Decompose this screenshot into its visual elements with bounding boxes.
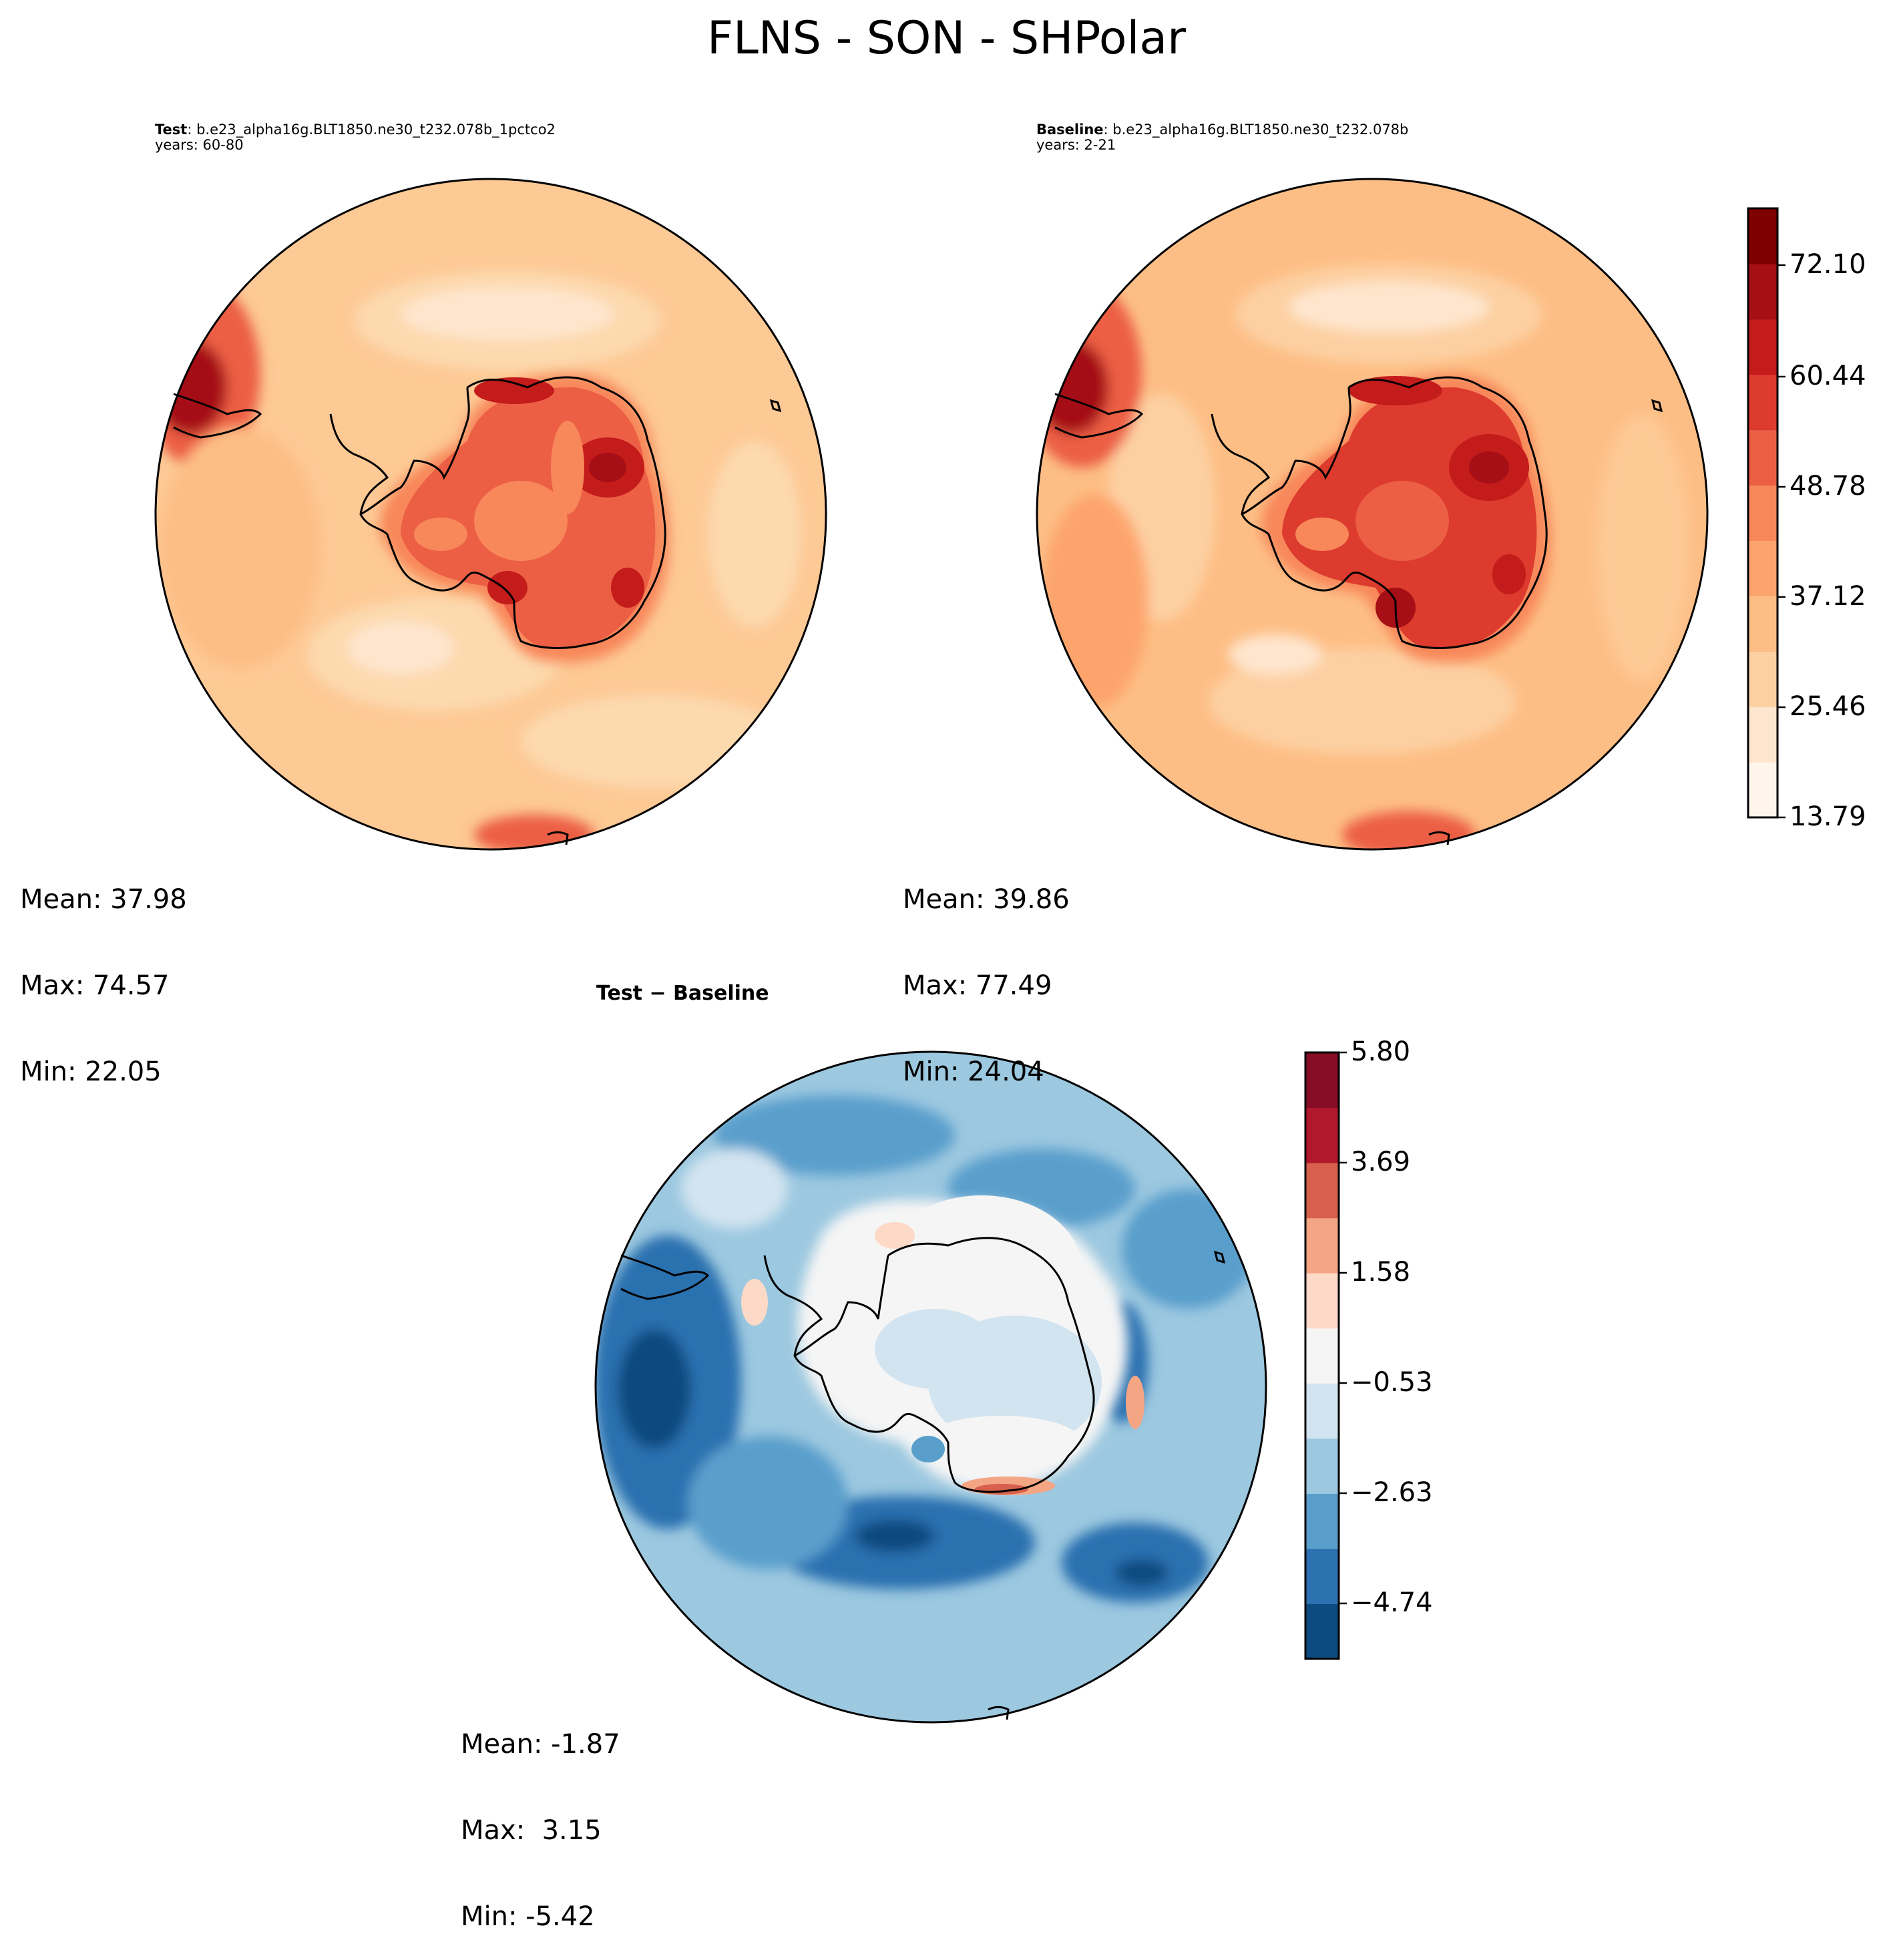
reds-colorbar-segment bbox=[1748, 651, 1777, 707]
diff-map bbox=[594, 1050, 1267, 1724]
baseline-min: Min: 24.04 bbox=[903, 1056, 1044, 1087]
test-coastline bbox=[173, 376, 782, 845]
test-min: Min: 22.05 bbox=[20, 1056, 162, 1087]
baseline-mean: Mean: 39.86 bbox=[903, 884, 1070, 915]
diff-stats: Mean: -1.87 Max: 3.15 Min: -5.42 bbox=[461, 1673, 620, 1960]
reds-colorbar-tick-label: 48.78 bbox=[1790, 471, 1866, 502]
rdbu-colorbar-tick-label: 1.58 bbox=[1351, 1257, 1411, 1288]
rdbu-colorbar-segment bbox=[1305, 1107, 1339, 1163]
maps-canvas bbox=[154, 178, 1785, 1724]
test-case-name: : b.e23_alpha16g.BLT1850.ne30_t232.078b_… bbox=[187, 122, 556, 138]
rdbu-colorbar-tick-label: 5.80 bbox=[1351, 1036, 1411, 1067]
baseline-antarctica-field bbox=[1261, 374, 1551, 662]
reds-colorbar-segment bbox=[1748, 374, 1777, 431]
test-map bbox=[154, 178, 827, 851]
rdbu-colorbar-tick-label: −2.63 bbox=[1351, 1477, 1433, 1508]
test-label: Test bbox=[155, 122, 188, 138]
diff-antarctica-field bbox=[741, 1195, 1144, 1495]
diff-max: Max: 3.15 bbox=[461, 1815, 602, 1846]
reds-colorbar-segment bbox=[1748, 596, 1777, 652]
baseline-case-name: : b.e23_alpha16g.BLT1850.ne30_t232.078b bbox=[1103, 122, 1409, 138]
reds-colorbar-outline bbox=[1747, 207, 1779, 819]
rdbu-colorbar bbox=[1304, 1051, 1347, 1660]
test-mean: Mean: 37.98 bbox=[20, 884, 187, 915]
rdbu-colorbar-outline bbox=[1304, 1051, 1340, 1660]
baseline-map-border bbox=[1036, 178, 1709, 851]
reds-colorbar-segment bbox=[1748, 429, 1777, 486]
diff-panel-title: Test − Baseline bbox=[596, 982, 769, 1005]
reds-colorbar-segment bbox=[1748, 707, 1777, 763]
reds-colorbar-segment bbox=[1748, 485, 1777, 542]
rdbu-colorbar-segment bbox=[1305, 1328, 1339, 1384]
diff-coastline bbox=[620, 1237, 1226, 1720]
baseline-years: years: 2-21 bbox=[1036, 137, 1116, 153]
rdbu-colorbar-tick-label: −0.53 bbox=[1351, 1367, 1433, 1398]
reds-colorbar-tick-label: 72.10 bbox=[1790, 249, 1866, 280]
diff-map-border bbox=[594, 1050, 1267, 1724]
rdbu-colorbar-segment bbox=[1305, 1052, 1339, 1109]
diff-mean: Mean: -1.87 bbox=[461, 1729, 620, 1760]
test-years: years: 60-80 bbox=[155, 137, 244, 153]
reds-colorbar-segment bbox=[1748, 208, 1777, 264]
reds-colorbar-segment bbox=[1748, 540, 1777, 596]
reds-colorbar bbox=[1747, 207, 1785, 819]
rdbu-colorbar-segment bbox=[1305, 1548, 1339, 1605]
reds-colorbar-tick-label: 13.79 bbox=[1790, 801, 1866, 832]
rdbu-colorbar-segment bbox=[1305, 1493, 1339, 1549]
baseline-map bbox=[1036, 178, 1709, 851]
rdbu-colorbar-segment bbox=[1305, 1217, 1339, 1273]
test-panel-title: Test: b.e23_alpha16g.BLT1850.ne30_t232.0… bbox=[155, 122, 556, 153]
reds-colorbar-tick-label: 37.12 bbox=[1790, 581, 1866, 612]
reds-colorbar-segment bbox=[1748, 319, 1777, 375]
rdbu-colorbar-segment bbox=[1305, 1603, 1339, 1659]
test-map-border bbox=[154, 178, 827, 851]
reds-colorbar-segment bbox=[1748, 263, 1777, 320]
rdbu-colorbar-segment bbox=[1305, 1383, 1339, 1439]
baseline-stats: Mean: 39.86 Max: 77.49 Min: 24.04 bbox=[903, 828, 1070, 1115]
diff-min: Min: -5.42 bbox=[461, 1901, 595, 1932]
rdbu-colorbar-segment bbox=[1305, 1438, 1339, 1494]
test-stats: Mean: 37.98 Max: 74.57 Min: 22.05 bbox=[20, 828, 187, 1115]
figure-title: FLNS - SON - SHPolar bbox=[706, 12, 1187, 65]
baseline-panel-title: Baseline: b.e23_alpha16g.BLT1850.ne30_t2… bbox=[1036, 122, 1408, 153]
rdbu-colorbar-segment bbox=[1305, 1163, 1339, 1219]
test-antarctica-field bbox=[379, 374, 670, 662]
baseline-max: Max: 77.49 bbox=[903, 970, 1052, 1001]
rdbu-colorbar-tick-label: −4.74 bbox=[1351, 1587, 1433, 1618]
rdbu-colorbar-segment bbox=[1305, 1273, 1339, 1329]
baseline-coastline bbox=[1054, 376, 1663, 845]
reds-colorbar-tick-label: 60.44 bbox=[1790, 361, 1866, 391]
rdbu-colorbar-tick-label: 3.69 bbox=[1351, 1147, 1411, 1177]
baseline-label: Baseline bbox=[1036, 122, 1104, 138]
test-max: Max: 74.57 bbox=[20, 970, 170, 1001]
reds-colorbar-segment bbox=[1748, 762, 1777, 818]
reds-colorbar-tick-label: 25.46 bbox=[1790, 691, 1866, 722]
